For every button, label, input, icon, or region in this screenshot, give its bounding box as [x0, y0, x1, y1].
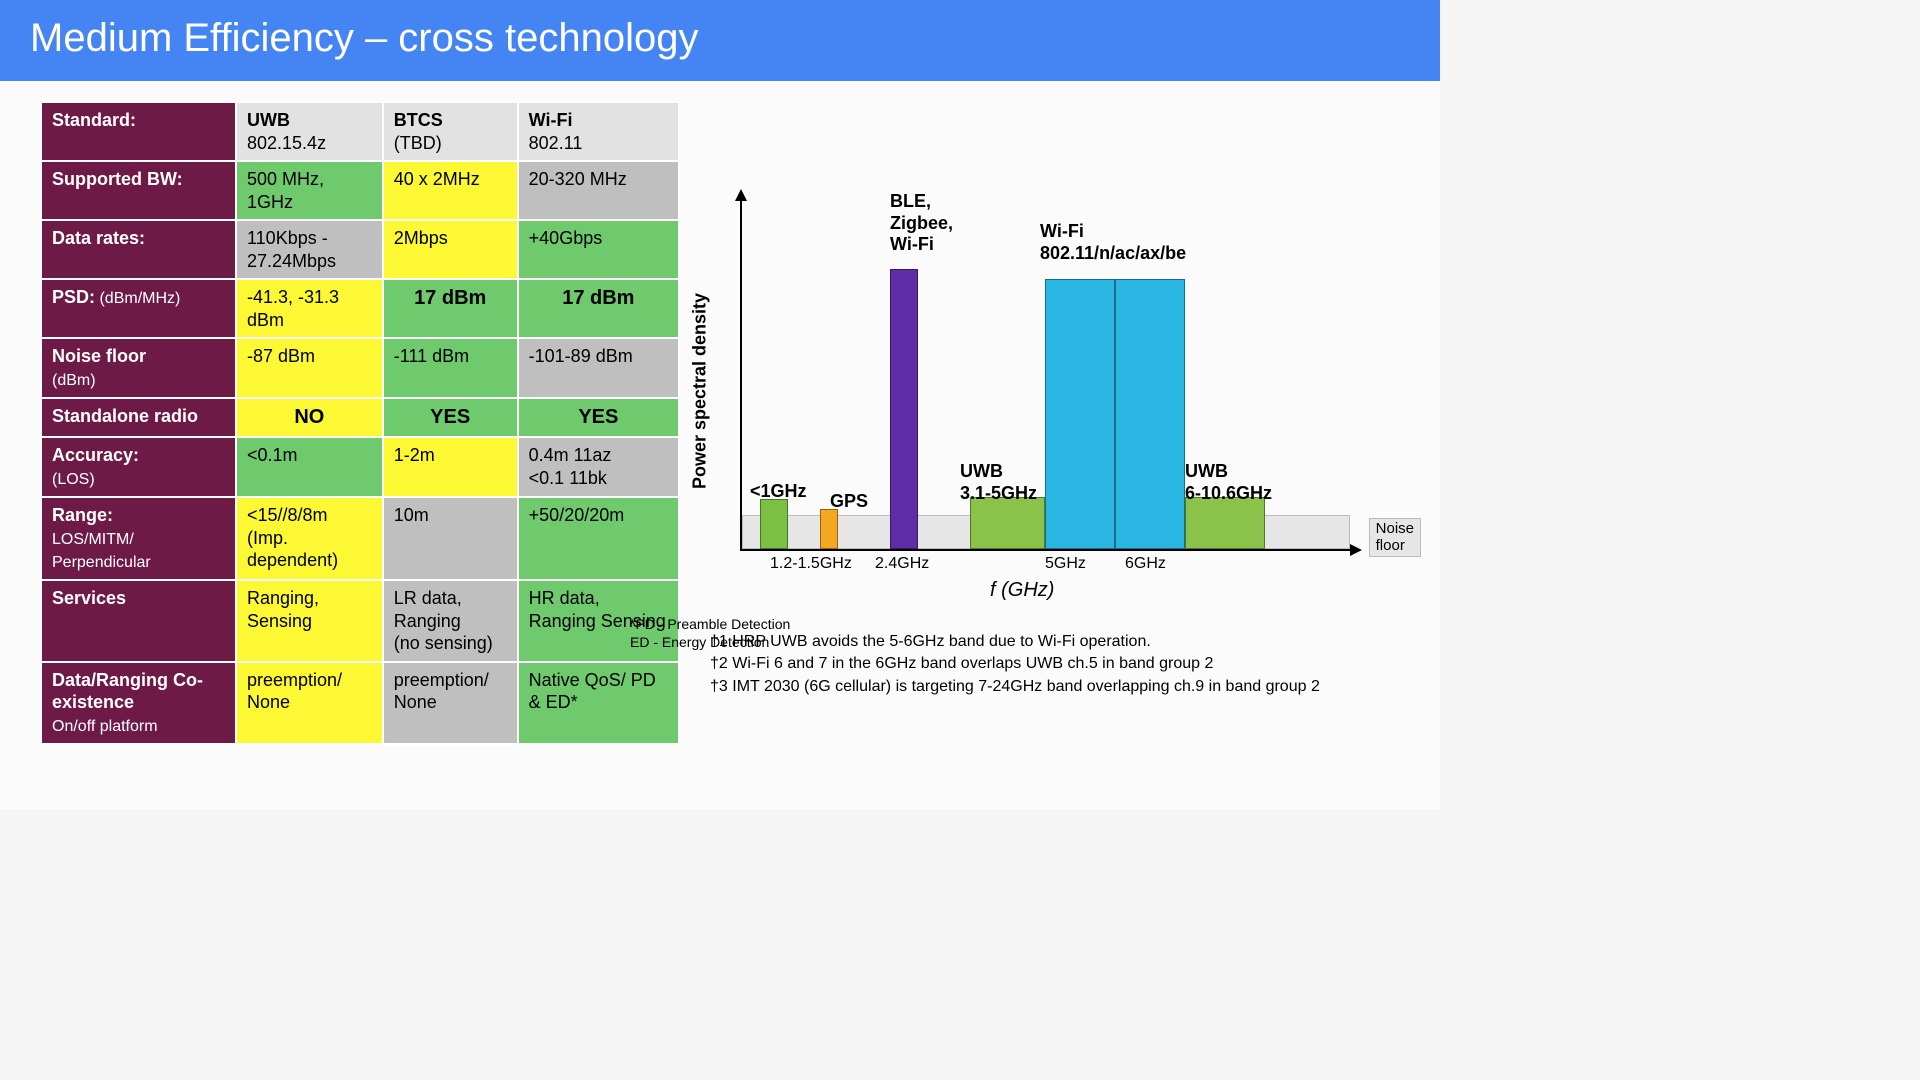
table-cell: +50/20/20m	[518, 497, 679, 580]
table-cell: LR data, Ranging(no sensing)	[383, 580, 518, 662]
comparison-table: Standard: UWB802.15.4z BTCS(TBD) Wi-Fi80…	[40, 101, 680, 745]
table-cell: NO	[236, 398, 383, 437]
table-header-row: Standard: UWB802.15.4z BTCS(TBD) Wi-Fi80…	[41, 102, 679, 161]
table-cell: preemption/ None	[383, 662, 518, 745]
bar-uwb1	[970, 497, 1045, 549]
slide-title: Medium Efficiency – cross technology	[0, 0, 1440, 81]
x-axis	[740, 549, 1360, 551]
row-label: Data/Ranging Co-existenceOn/off platform	[41, 662, 236, 745]
header-btcs: BTCS(TBD)	[383, 102, 518, 161]
psd-chart: Power spectral density Noisefloor f (GHz…	[710, 191, 1350, 591]
table-cell: 40 x 2MHz	[383, 161, 518, 220]
y-axis	[740, 191, 742, 551]
table-row: Data rates:110Kbps - 27.24Mbps2Mbps+40Gb…	[41, 220, 679, 279]
table-cell: -41.3, -31.3 dBm	[236, 279, 383, 338]
bar-xtick-wifi6: 6GHz	[1125, 555, 1166, 573]
content-area: Standard: UWB802.15.4z BTCS(TBD) Wi-Fi80…	[0, 81, 1440, 755]
table-cell: YES	[383, 398, 518, 437]
row-label: PSD: (dBm/MHz)	[41, 279, 236, 338]
table-row: PSD: (dBm/MHz)-41.3, -31.3 dBm17 dBm17 d…	[41, 279, 679, 338]
table-cell: Native QoS/ PD & ED*	[518, 662, 679, 745]
slide: Medium Efficiency – cross technology Sta…	[0, 0, 1440, 810]
table-cell: 17 dBm	[518, 279, 679, 338]
row-label: Services	[41, 580, 236, 662]
table-cell: 1-2m	[383, 437, 518, 497]
x-axis-label: f (GHz)	[990, 579, 1054, 602]
header-uwb: UWB802.15.4z	[236, 102, 383, 161]
footnote-line: †2 Wi-Fi 6 and 7 in the 6GHz band overla…	[710, 653, 1420, 675]
row-label: Range:LOS/MITM/ Perpendicular	[41, 497, 236, 580]
bar-wifi5	[1045, 279, 1115, 549]
row-label: Standalone radio	[41, 398, 236, 437]
table-cell: 10m	[383, 497, 518, 580]
row-label: Accuracy:(LOS)	[41, 437, 236, 497]
bar-label-sub1ghz: <1GHz	[750, 481, 807, 503]
table-cell: +40Gbps	[518, 220, 679, 279]
bar-uwb2	[1185, 497, 1265, 549]
table-row: ServicesRanging, SensingLR data, Ranging…	[41, 580, 679, 662]
row-label: Supported BW:	[41, 161, 236, 220]
table-row: Noise floor(dBm)-87 dBm-111 dBm-101-89 d…	[41, 338, 679, 398]
bar-label-wifi5: Wi-Fi802.11/n/ac/ax/be	[1040, 221, 1186, 264]
table-cell: 0.4m 11az<0.1 11bk	[518, 437, 679, 497]
table-row: Standalone radioNOYESYES	[41, 398, 679, 437]
bar-sub1ghz	[760, 499, 788, 549]
bar-xtick-wifi5: 5GHz	[1045, 555, 1086, 573]
table-cell: Ranging, Sensing	[236, 580, 383, 662]
footnote-line: †1 HRP UWB avoids the 5-6GHz band due to…	[710, 631, 1420, 653]
row-label: Data rates:	[41, 220, 236, 279]
table-cell: <15//8/8m(Imp. dependent)	[236, 497, 383, 580]
bar-label-ble: BLE,Zigbee,Wi-Fi	[890, 191, 953, 256]
table-row: Range:LOS/MITM/ Perpendicular<15//8/8m(I…	[41, 497, 679, 580]
bar-gps	[820, 509, 838, 549]
table-cell: 17 dBm	[383, 279, 518, 338]
bar-label-gps: GPS	[830, 491, 868, 513]
comparison-table-wrap: Standard: UWB802.15.4z BTCS(TBD) Wi-Fi80…	[40, 101, 680, 745]
y-axis-label: Power spectral density	[690, 293, 711, 489]
legend-pd-ed: *PD - Preamble Detection ED - Energy Det…	[630, 615, 790, 651]
table-cell: -101-89 dBm	[518, 338, 679, 398]
header-wifi: Wi-Fi802.11	[518, 102, 679, 161]
bar-label-uwb2: UWB6-10.6GHz	[1185, 461, 1272, 504]
header-standard: Standard:	[41, 102, 236, 161]
table-cell: 2Mbps	[383, 220, 518, 279]
table-cell: -87 dBm	[236, 338, 383, 398]
footnotes: †1 HRP UWB avoids the 5-6GHz band due to…	[710, 631, 1420, 698]
table-cell: <0.1m	[236, 437, 383, 497]
table-cell: YES	[518, 398, 679, 437]
table-row: Accuracy:(LOS)<0.1m1-2m0.4m 11az<0.1 11b…	[41, 437, 679, 497]
table-cell: preemption/ None	[236, 662, 383, 745]
footnote-line: †3 IMT 2030 (6G cellular) is targeting 7…	[710, 676, 1420, 698]
table-cell: 110Kbps - 27.24Mbps	[236, 220, 383, 279]
row-label: Noise floor(dBm)	[41, 338, 236, 398]
bar-label-uwb1: UWB3.1-5GHz	[960, 461, 1037, 504]
bar-wifi6	[1115, 279, 1185, 549]
noise-floor-label: Noisefloor	[1369, 518, 1421, 557]
bar-xtick-ble: 2.4GHz	[875, 555, 929, 573]
table-cell: 20-320 MHz	[518, 161, 679, 220]
bar-ble	[890, 269, 918, 549]
bar-xtick-gps: 1.2-1.5GHz	[770, 555, 852, 573]
table-row: Data/Ranging Co-existenceOn/off platform…	[41, 662, 679, 745]
table-cell: 500 MHz, 1GHz	[236, 161, 383, 220]
table-row: Supported BW:500 MHz, 1GHz40 x 2MHz20-32…	[41, 161, 679, 220]
table-cell: -111 dBm	[383, 338, 518, 398]
right-panel: Power spectral density Noisefloor f (GHz…	[710, 101, 1420, 745]
